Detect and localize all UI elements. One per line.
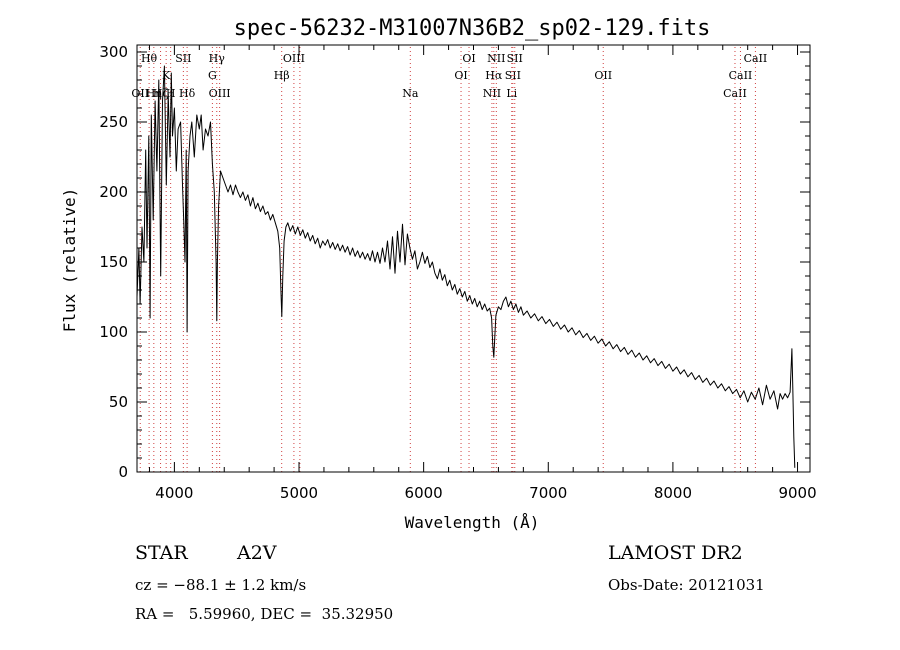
line-marker-label: OI [454,69,467,82]
line-marker-label: OIII [283,52,305,65]
x-tick-label: 8000 [654,484,692,502]
y-tick-label: 50 [109,393,128,411]
tick-labels: 4000 5000 6000 7000 8000 9000 0 50 100 150 200 250 3… [99,43,816,502]
y-tick-label: 150 [99,253,128,271]
y-axis-label: Flux (relative) [60,188,79,333]
line-marker-label: SII [507,52,523,65]
plot-axes [136,44,811,473]
plot-frame [136,44,811,473]
x-tick-label: 6000 [405,484,443,502]
y-tick-label: 250 [99,113,128,131]
spectrum-line [136,65,796,468]
line-marker-label: NII [487,52,505,65]
line-marker-label: Hα [485,69,503,82]
survey-name: LAMOST DR2 [608,542,743,564]
line-marker-label: SII [505,69,521,82]
y-tick-label: 100 [99,323,128,341]
y-tick-label: 0 [118,463,128,481]
x-tick-label: 5000 [280,484,318,502]
line-marker-label: CaII [723,87,747,100]
line-marker-label: Li [506,87,517,100]
chart-title: spec-56232-M31007N36B2_sp02-129.fits [234,16,711,41]
observation-date: Obs-Date: 20121031 [608,576,765,594]
line-marker-label: OII [594,69,612,82]
y-tick-label: 300 [99,43,128,61]
y-tick-label: 200 [99,183,128,201]
spectral-line-markers: OIIHθHηHζKHSIIHδGHγOIIIHβOIIINaOIOINIIHα… [131,47,767,472]
line-marker-label: CaII [729,69,753,82]
line-marker-label: Hβ [274,69,290,82]
line-marker-label: OI [462,52,475,65]
line-marker-label: K [162,69,171,82]
line-marker-label: Hγ [209,52,226,65]
line-marker-label: Hδ [179,87,196,100]
object-subclass: A2V [237,542,277,564]
x-tick-label: 4000 [155,484,193,502]
coordinates-readout: RA = 5.59960, DEC = 35.32950 [135,605,394,623]
line-marker-label: Hθ [141,52,158,65]
x-axis-label: Wavelength (Å) [405,513,540,532]
redshift-readout: cz = −88.1 ± 1.2 km/s [135,576,307,594]
line-marker-label: NII [483,87,501,100]
x-tick-label: 7000 [529,484,567,502]
line-marker-label: OIII [209,87,231,100]
line-marker-label: Hη [146,87,162,100]
line-marker-label: G [208,69,217,82]
object-class: STAR [135,542,188,564]
x-tick-label: 9000 [778,484,816,502]
line-marker-label: Na [402,87,419,100]
line-marker-label: CaII [744,52,768,65]
line-marker-label: SII [175,52,191,65]
